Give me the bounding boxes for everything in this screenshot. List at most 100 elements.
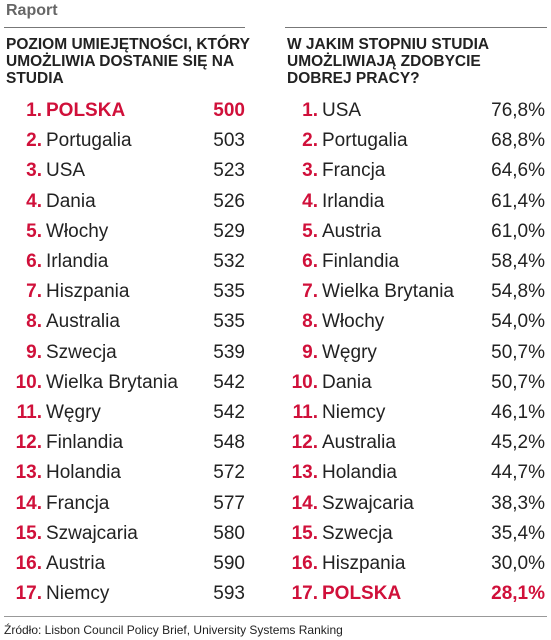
value: 45,2% (491, 432, 545, 454)
rank: 13. (291, 462, 318, 484)
rank: 2. (26, 130, 42, 152)
value: 61,0% (491, 220, 545, 242)
country-name: Finlandia (46, 432, 124, 454)
rank: 15. (15, 522, 42, 544)
value: 542 (213, 371, 245, 393)
source-rule (4, 616, 547, 617)
rank: 16. (15, 553, 42, 574)
country-name: USA (46, 160, 86, 182)
rank: 8. (302, 311, 318, 333)
rank: 12. (15, 432, 42, 454)
value: 577 (213, 492, 245, 514)
country-name: Holandia (46, 462, 121, 484)
country-name: Australia (322, 432, 396, 454)
country-name: Wielka Brytania (322, 281, 454, 303)
value: 542 (213, 402, 245, 423)
country-name: POLSKA (46, 100, 126, 121)
country-name: Dania (322, 371, 372, 393)
rank: 7. (26, 281, 42, 303)
country-name: Węgry (322, 341, 377, 363)
rank: 4. (26, 190, 42, 212)
rank: 9. (302, 341, 318, 363)
value: 58,4% (491, 251, 545, 272)
rank: 6. (26, 251, 42, 272)
value: 523 (213, 160, 245, 182)
header-rule (4, 27, 245, 28)
rank: 1. (26, 100, 42, 121)
value: 532 (213, 251, 245, 272)
value: 548 (213, 432, 245, 454)
country-name: Francja (46, 492, 110, 514)
country-name: Szwajcaria (46, 522, 138, 544)
rank: 9. (26, 341, 42, 363)
rank: 17. (15, 583, 42, 605)
value: 28,1% (491, 583, 545, 605)
rank: 11. (16, 402, 42, 423)
value: 44,7% (491, 462, 545, 484)
value: 535 (213, 311, 245, 333)
rank: 4. (302, 190, 318, 212)
rank: 10. (291, 371, 318, 393)
country-name: Finlandia (322, 251, 400, 272)
value: 500 (213, 100, 245, 121)
value: 35,4% (491, 522, 545, 544)
value: 46,1% (491, 402, 545, 423)
left-title: POZIOM UMIEJĘTNOŚCI, KTÓRY UMOŻLIWIA DOS… (6, 36, 250, 87)
value: 68,8% (491, 130, 545, 152)
country-name: Włochy (322, 311, 385, 333)
rank: 3. (302, 160, 318, 182)
country-name: POLSKA (322, 583, 402, 605)
country-name: Węgry (46, 402, 101, 423)
rank: 1. (302, 100, 318, 121)
country-name: USA (322, 100, 362, 121)
value: 38,3% (491, 492, 545, 514)
value: 64,6% (491, 160, 545, 182)
rank: 14. (291, 492, 318, 514)
country-name: Dania (46, 190, 96, 212)
value: 54,0% (491, 311, 545, 333)
rank: 14. (15, 492, 42, 514)
header-rule (285, 27, 547, 28)
rank: 17. (291, 583, 318, 605)
source: Źródło: Lisbon Council Policy Brief, Uni… (4, 623, 343, 637)
rank: 11. (292, 402, 318, 423)
country-name: Irlandia (46, 251, 109, 272)
country-name: Wielka Brytania (46, 371, 178, 393)
value: 503 (213, 130, 245, 152)
header-title: Raport (6, 2, 58, 19)
value: 572 (213, 462, 245, 484)
country-name: Hiszpania (46, 281, 130, 303)
country-name: Szwajcaria (322, 492, 414, 514)
rank: 2. (302, 130, 318, 152)
country-name: Szwecja (322, 522, 393, 544)
country-name: Szwecja (46, 341, 117, 363)
country-name: Austria (322, 220, 382, 242)
rank: 8. (26, 311, 42, 333)
country-name: Austria (46, 553, 106, 574)
value: 54,8% (491, 281, 545, 303)
value: 539 (213, 341, 245, 363)
value: 30,0% (491, 553, 545, 574)
rank: 6. (302, 251, 318, 272)
rank: 5. (302, 220, 318, 242)
value: 593 (213, 583, 245, 605)
rank: 10. (15, 371, 42, 393)
value: 76,8% (491, 100, 545, 121)
country-name: Francja (322, 160, 386, 182)
country-name: Portugalia (46, 130, 132, 152)
country-name: Holandia (322, 462, 397, 484)
country-name: Niemcy (46, 583, 110, 605)
value: 50,7% (491, 341, 545, 363)
country-name: Niemcy (322, 402, 386, 423)
rank: 3. (26, 160, 42, 182)
rank: 5. (26, 220, 42, 242)
rank: 13. (15, 462, 42, 484)
country-name: Włochy (46, 220, 109, 242)
value: 529 (213, 220, 245, 242)
country-name: Irlandia (322, 190, 385, 212)
rank: 15. (291, 522, 318, 544)
value: 590 (213, 553, 245, 574)
rank: 12. (291, 432, 318, 454)
country-name: Portugalia (322, 130, 408, 152)
